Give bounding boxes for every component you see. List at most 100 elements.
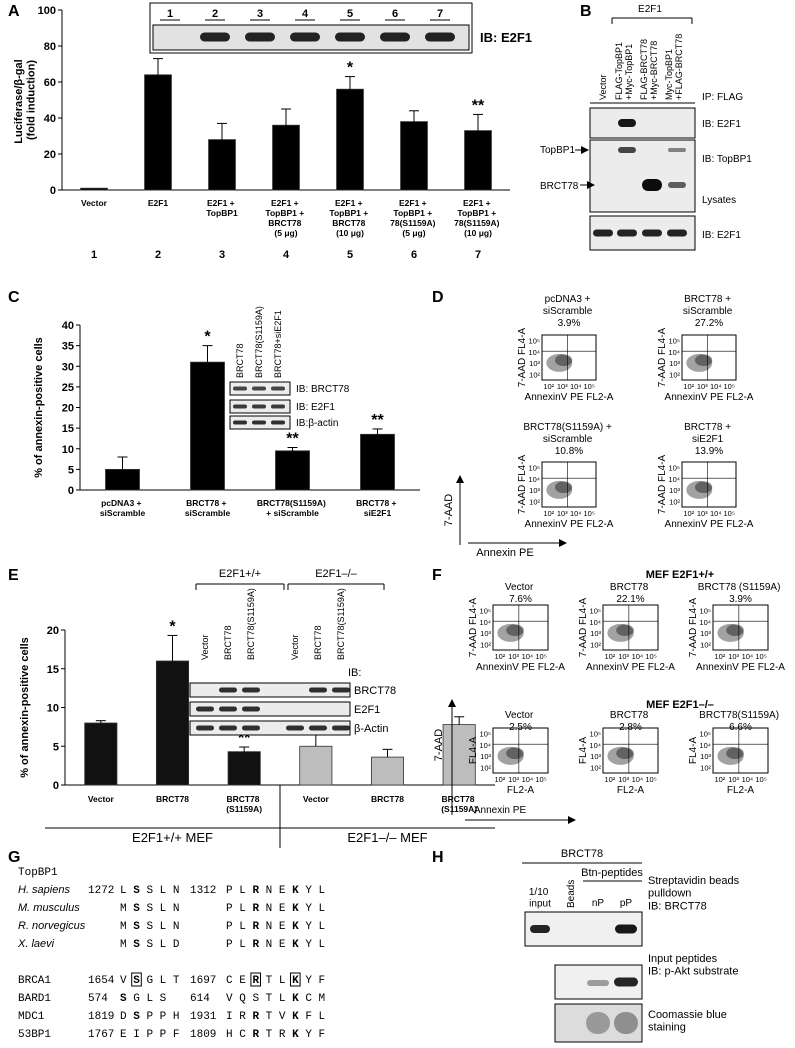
sequence: L S S L N (120, 885, 179, 897)
y-tick-label: 10² (590, 763, 601, 772)
x-tick-label: BRCT78 + siScramble (185, 498, 231, 518)
lane-number: 5 (347, 249, 353, 261)
y-tick-label: 10⁴ (479, 618, 491, 627)
significance: * (347, 60, 354, 77)
y-tick-label: 10² (669, 497, 680, 506)
panel-label: E (8, 567, 19, 584)
ib-label: IB: E2F1 (702, 230, 741, 241)
error-bar (372, 428, 383, 435)
x-tick-label: 10³ (618, 775, 629, 784)
y-tick-label: 30 (62, 361, 74, 373)
x-tick-label: 10² (714, 775, 725, 784)
error-bar (382, 748, 393, 758)
x-tick-label: BRCT78 + siE2F1 (356, 498, 399, 518)
blot (554, 1003, 643, 1043)
error-bar (95, 720, 106, 723)
event-cloud (506, 624, 524, 637)
x-tick-label: 10³ (557, 382, 568, 391)
significance: ** (472, 97, 485, 114)
y-tick-label: 10³ (529, 486, 540, 495)
sequence: P L R N E K Y L (226, 903, 325, 915)
lane-label: BRCT78 (235, 343, 245, 378)
error-bar (167, 634, 178, 661)
x-tick-label: BRCT78 (156, 794, 189, 804)
bar (80, 187, 108, 191)
blot-band (252, 420, 266, 425)
error-bar (117, 456, 128, 470)
error-bar (287, 447, 298, 451)
blot-band (642, 179, 662, 191)
x-tick-label: 10⁴ (522, 775, 534, 784)
error-bar (281, 108, 291, 126)
blot-band (242, 706, 260, 712)
x-tick-label: 10⁴ (710, 509, 722, 518)
bar (144, 74, 172, 191)
lane-label: Vector (598, 74, 608, 100)
y-tick-label: 10³ (669, 359, 680, 368)
blot-band (335, 32, 365, 42)
blot-band (425, 32, 455, 42)
y-tick-label: 10³ (529, 359, 540, 368)
lane-label: Myc-TopBP1 +FLAG-BRCT78 (664, 34, 684, 100)
sequence-name: BARD1 (18, 993, 51, 1005)
group-header: MEF E2F1–/– (646, 699, 714, 711)
x-tick-label: 10² (604, 652, 615, 661)
x-tick-label: 10³ (557, 509, 568, 518)
sequence-name: M. musculus (18, 902, 80, 914)
blot-band (196, 706, 214, 712)
x-tick-label: 10⁴ (632, 775, 644, 784)
blot-band (380, 32, 410, 42)
x-tick-label: 10⁴ (570, 509, 582, 518)
blot-band (309, 725, 327, 731)
sequence-name: R. norvegicus (18, 920, 86, 932)
sequence: P L R N E K Y L (226, 885, 325, 897)
y-tick-label: 100 (38, 5, 56, 17)
y-tick-label: 20 (47, 625, 59, 637)
axis-arrow-label: Annexin PE (476, 547, 533, 559)
y-tick-label: 40 (44, 113, 56, 125)
x-tick-label: 10⁵ (645, 652, 656, 661)
position: 1654 (88, 975, 115, 987)
x-tick-label: 10³ (697, 509, 708, 518)
sequence-name: X. laevi (17, 938, 55, 950)
y-tick-label: 10² (700, 763, 711, 772)
blot-band (196, 725, 214, 731)
blot-band (667, 229, 687, 237)
ib-label: BRCT78 (354, 685, 396, 697)
error-bar (310, 734, 321, 747)
lane-label: BRCT78 (223, 625, 233, 660)
lane-number: 7 (437, 8, 443, 20)
sequence-name: H. sapiens (18, 884, 70, 896)
x-tick-label: E2F1 + TopBP1 + 78(S1159A) (5 μg) (390, 198, 438, 238)
blot-band (530, 925, 550, 933)
x-tick-label: 10⁵ (584, 382, 595, 391)
y-tick-label: 10⁴ (589, 618, 601, 627)
y-tick-label: 10⁵ (590, 607, 601, 616)
blot (589, 107, 696, 139)
y-axis-label: 7-AAD FL4-A (517, 454, 528, 514)
x-tick-label: Vector (88, 794, 115, 804)
y-tick-label: 10⁵ (529, 464, 540, 473)
y-tick-label: 10² (480, 763, 491, 772)
y-axis-label: Luciferase/β-gal (fold induction) (13, 56, 38, 143)
x-tick-label: 10⁵ (535, 652, 546, 661)
bar (208, 139, 236, 191)
residue-box (250, 972, 261, 987)
significance: ** (371, 412, 384, 429)
plot-title: BRCT78(S1159A) + siScramble 10.8% (523, 422, 614, 457)
blot-band (586, 1012, 610, 1034)
y-tick-label: 10³ (700, 752, 711, 761)
ib-label: IB: E2F1 (296, 402, 335, 413)
lane-number: 5 (347, 8, 353, 20)
lane-label: nP (592, 898, 605, 909)
x-axis-label: AnnexinV PE FL2-A (476, 662, 565, 673)
group-label: E2F1 (638, 4, 662, 15)
panel-label: A (8, 3, 20, 20)
y-tick-label: 10³ (590, 629, 601, 638)
y-tick-label: 10 (62, 444, 74, 456)
plot-title: BRCT78 22.1% (610, 582, 651, 605)
sequence: C E R T L K Y F (226, 975, 325, 987)
x-tick-label: 10⁴ (710, 382, 722, 391)
